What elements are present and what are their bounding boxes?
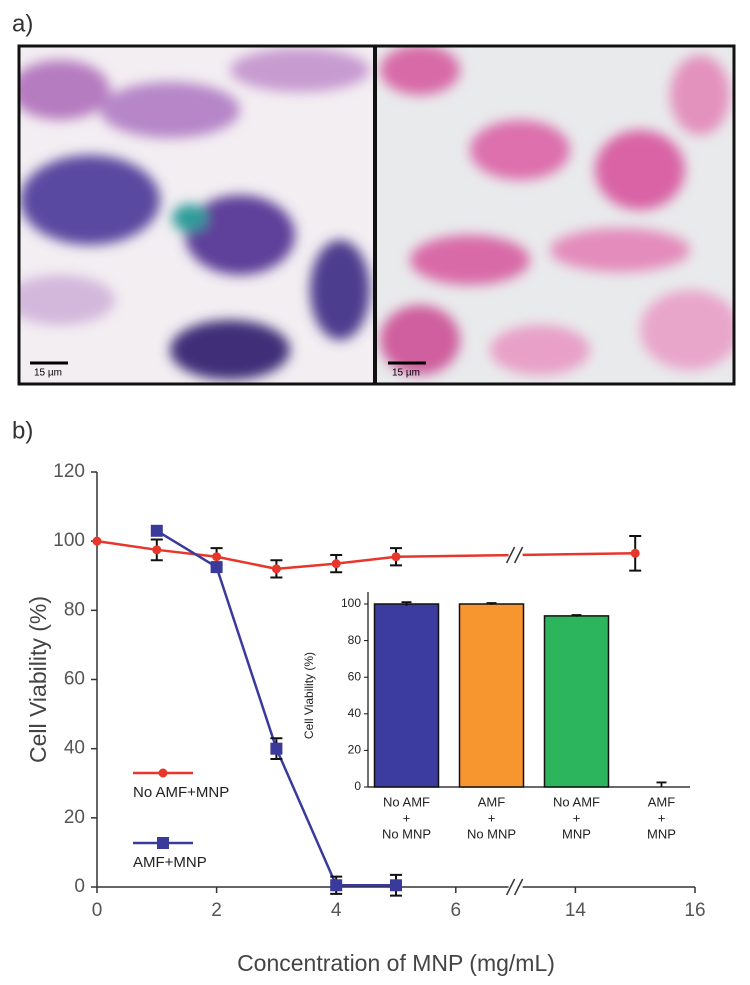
panel-label: b) <box>12 417 33 444</box>
axis-break <box>505 878 516 896</box>
marker <box>212 552 222 562</box>
bar <box>543 615 610 788</box>
micrograph-left <box>20 47 373 383</box>
legend-marker <box>158 768 168 778</box>
error-bar <box>571 614 582 617</box>
marker <box>270 742 283 755</box>
inset-x-tick-label: No AMF <box>553 794 600 809</box>
marker <box>331 559 341 569</box>
marker <box>150 524 163 537</box>
micrograph-right <box>377 47 733 383</box>
error-bar <box>486 602 497 605</box>
axis-break <box>513 878 524 896</box>
marker <box>152 545 162 555</box>
y-tick-label: 80 <box>64 599 85 620</box>
x-tick-label: 4 <box>331 900 342 921</box>
inset-y-tick-label: 80 <box>348 633 362 647</box>
x-tick-label: 0 <box>92 900 103 921</box>
line-break <box>513 546 524 564</box>
marker <box>391 552 401 562</box>
series-line <box>96 539 636 571</box>
inset-x-tick-label: AMF <box>648 794 676 809</box>
inset-x-tick-label: No MNP <box>382 826 431 841</box>
error-bar <box>656 781 667 787</box>
y-tick-label: 120 <box>53 461 85 482</box>
marker <box>210 561 223 574</box>
x-tick-label: 16 <box>684 900 705 921</box>
panel-label: a) <box>12 10 33 37</box>
x-tick-label: 6 <box>451 900 462 921</box>
y-tick-label: 100 <box>53 530 85 551</box>
inset-y-tick-label: 60 <box>348 669 362 683</box>
y-tick-label: 0 <box>74 876 85 897</box>
inset-x-tick-label: MNP <box>647 826 676 841</box>
marker <box>630 548 640 558</box>
marker <box>330 879 343 892</box>
marker <box>92 536 102 546</box>
legend-label: No AMF+MNP <box>133 784 229 801</box>
x-tick-label: 2 <box>211 900 222 921</box>
line-break <box>505 546 516 564</box>
y-axis-title: Cell Viability (%) <box>25 596 51 763</box>
legend-label: AMF+MNP <box>133 854 207 871</box>
inset-x-tick-label: No MNP <box>467 826 516 841</box>
y-tick-label: 20 <box>64 807 85 828</box>
inset-x-tick-label: + <box>573 810 581 825</box>
inset-y-tick-label: 100 <box>341 596 361 610</box>
inset-x-tick-label: + <box>403 810 411 825</box>
marker <box>271 564 281 574</box>
inset-y-tick-label: 40 <box>348 706 362 720</box>
x-tick-label: 14 <box>565 900 587 921</box>
marker <box>390 879 402 892</box>
y-tick-label: 60 <box>64 669 85 690</box>
inset-y-tick-label: 20 <box>348 743 362 757</box>
x-axis-title: Concentration of MNP (mg/mL) <box>237 950 555 976</box>
inset-x-tick-label: + <box>658 810 666 825</box>
inset-x-tick-label: + <box>488 810 496 825</box>
y-tick-label: 40 <box>64 738 85 759</box>
error-bar <box>401 601 412 606</box>
inset-x-tick-label: MNP <box>562 826 591 841</box>
scale-bar-label: 15 µm <box>392 368 420 379</box>
legend-marker <box>157 837 169 849</box>
inset-y-axis-title: Cell Viability (%) <box>302 652 316 739</box>
inset-x-tick-label: No AMF <box>383 794 430 809</box>
inset-x-tick-label: AMF <box>478 794 506 809</box>
bar <box>458 603 525 788</box>
scale-bar-label: 15 µm <box>34 368 62 379</box>
bar <box>373 603 440 788</box>
inset-y-tick-label: 0 <box>354 779 361 793</box>
